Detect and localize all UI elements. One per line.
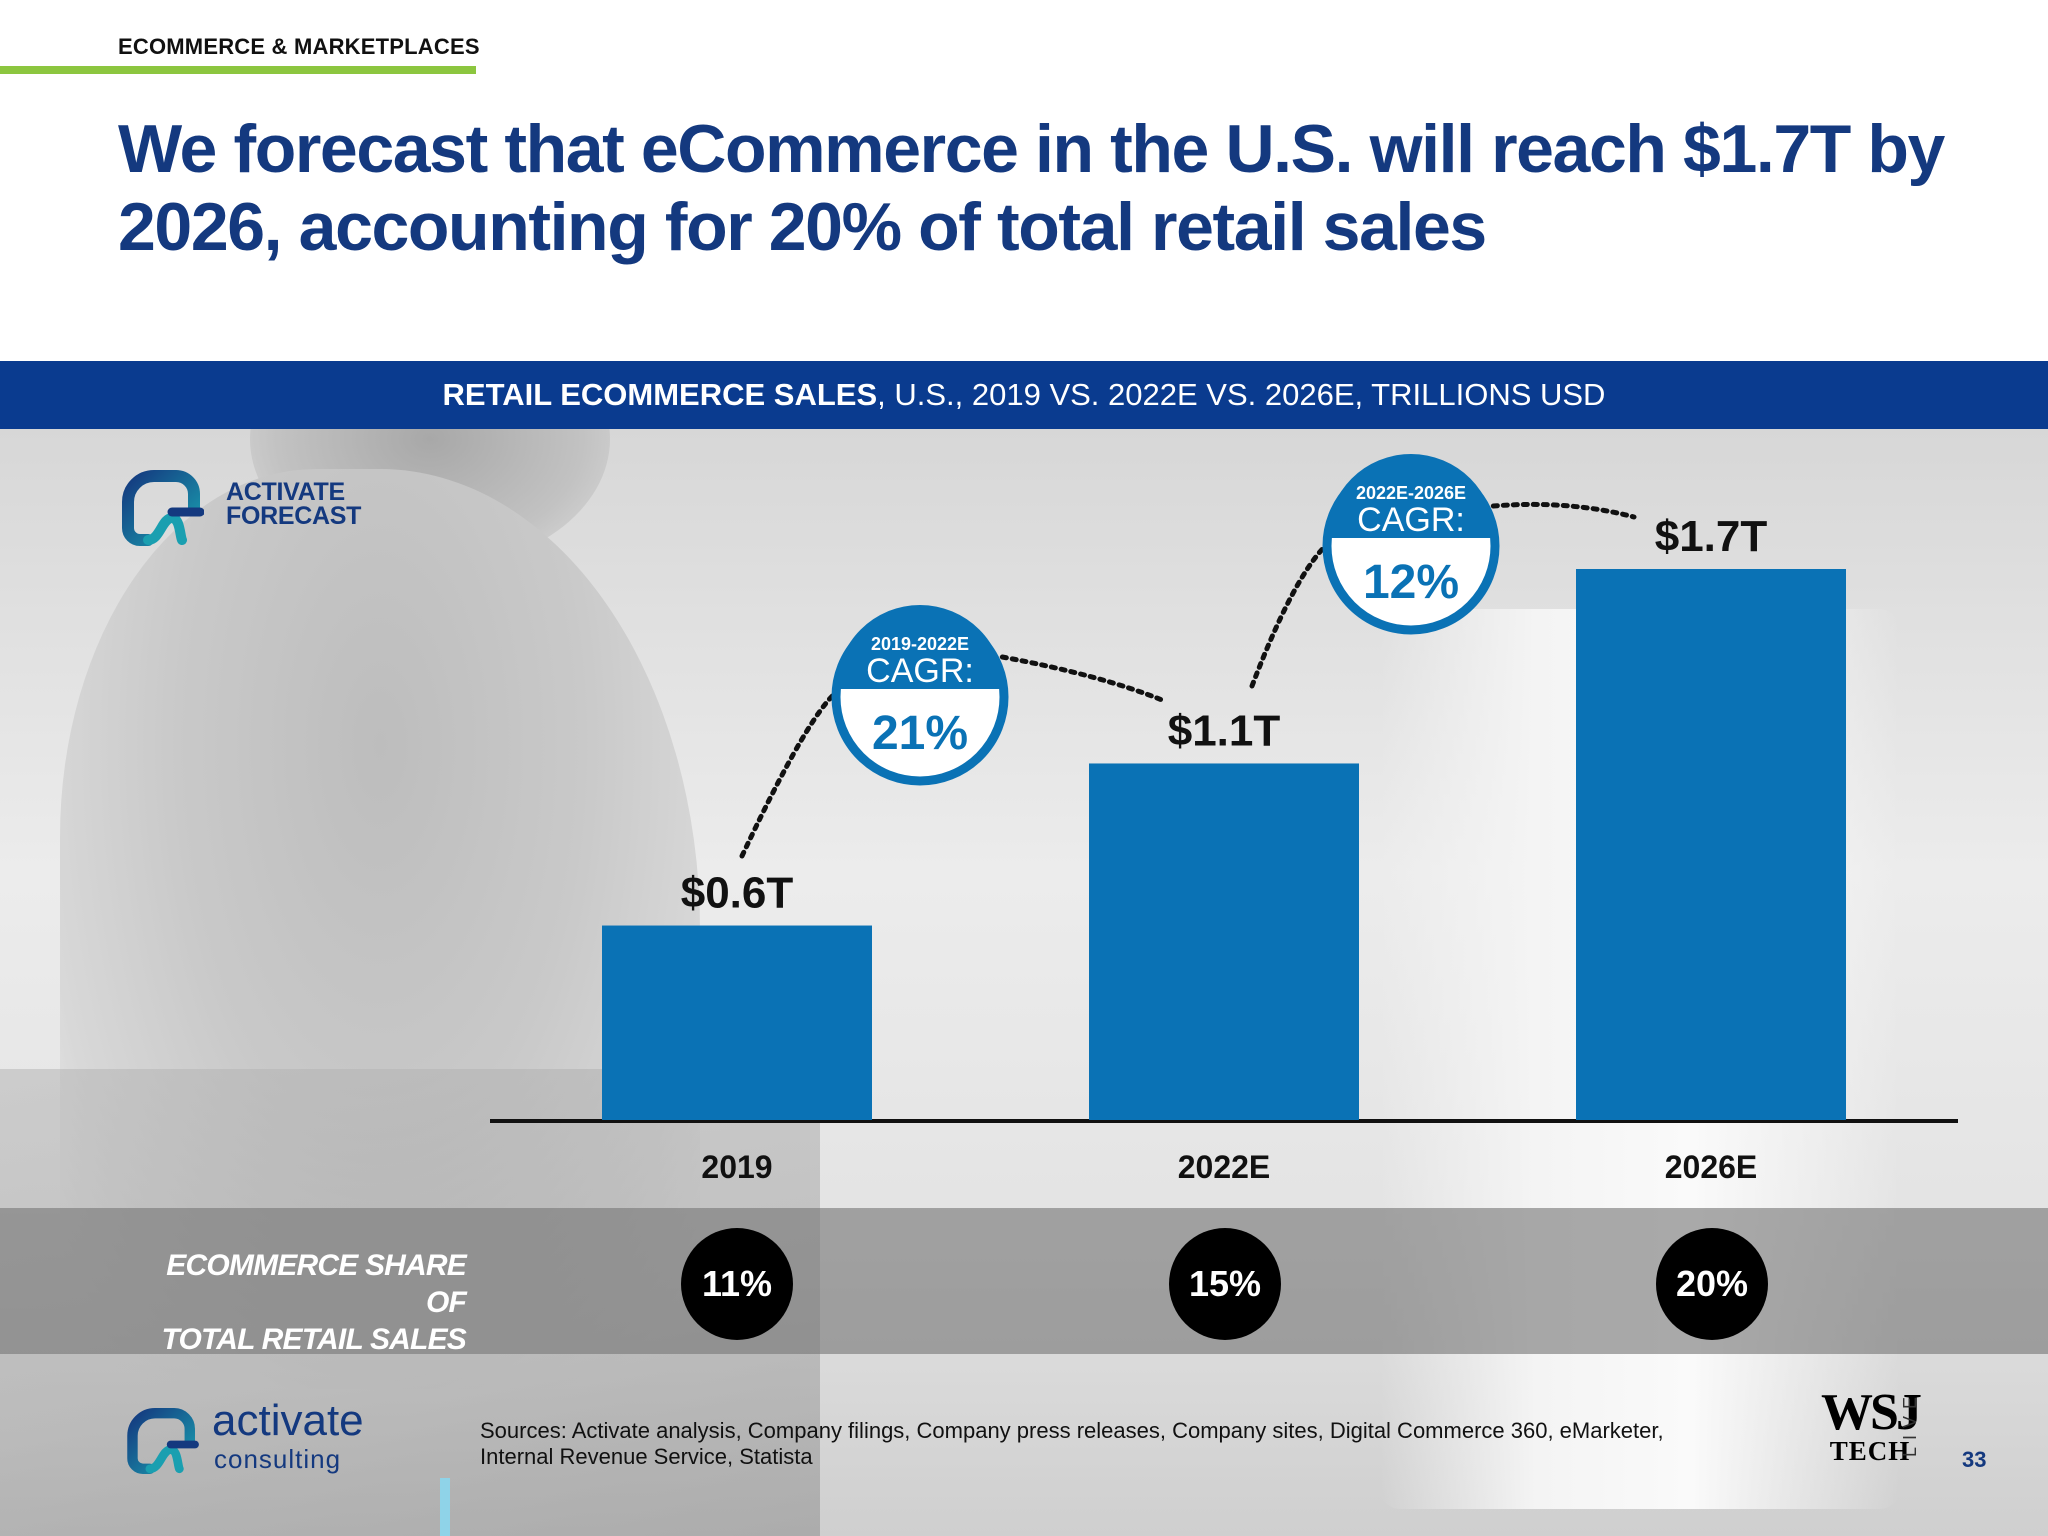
footer-accent-bar (440, 1478, 450, 1536)
x-tick-label: 2026E (1665, 1149, 1758, 1185)
cagr-badge-top (1327, 454, 1495, 538)
cagr-connector-out (999, 654, 1165, 703)
section-label: ECOMMERCE & MARKETPLACES (118, 34, 480, 59)
x-tick-label: 2022E (1178, 1149, 1271, 1185)
cagr-value-label: 12% (1363, 556, 1459, 609)
cagr-connector-in (739, 684, 849, 859)
share-label: ECOMMERCE SHARE OF TOTAL RETAIL SALES (120, 1247, 466, 1358)
sources-text: Sources: Activate analysis, Company fili… (480, 1418, 1750, 1470)
bar-value-label: $1.7T (1655, 512, 1768, 561)
sources-line1: Sources: Activate analysis, Company fili… (480, 1418, 1664, 1443)
cagr-title-label: CAGR: (1357, 501, 1465, 539)
cagr-period-label: 2019-2022E (871, 634, 969, 654)
footer-brand-name: activate (212, 1396, 364, 1445)
cagr-connector-out (1490, 501, 1637, 520)
x-tick-label: 2019 (701, 1149, 772, 1185)
activate-forecast-logo-icon (122, 470, 204, 546)
forecast-logo-line2: FORECAST (226, 502, 362, 530)
activate-consulting-logo-icon (127, 1408, 199, 1474)
bar-2022e (1089, 763, 1359, 1120)
cagr-badge-top (836, 605, 1004, 689)
share-circle-2022e: 15% (1169, 1228, 1281, 1340)
wsj-tech-text: TECH (1829, 1436, 1911, 1466)
wsj-live-text: LIVE (1900, 1390, 1920, 1458)
chart-header-bold: RETAIL ECOMMERCE SALES (442, 377, 878, 412)
share-label-line1: ECOMMERCE SHARE OF (166, 1249, 467, 1319)
chart-header-rest: , U.S., 2019 VS. 2022E VS. 2026E, TRILLI… (877, 377, 1606, 412)
cagr-period-label: 2022E-2026E (1356, 483, 1466, 503)
forecast-logo-line1: ACTIVATE (226, 478, 345, 506)
bar-value-label: $0.6T (681, 869, 794, 918)
bar-value-label: $1.1T (1168, 706, 1281, 755)
page-title: We forecast that eCommerce in the U.S. w… (118, 111, 1945, 265)
cagr-title-label: CAGR: (866, 652, 974, 690)
section-underline (0, 66, 476, 74)
share-circle-2019: 11% (681, 1228, 793, 1340)
chart-header-bar: RETAIL ECOMMERCE SALES, U.S., 2019 VS. 2… (0, 361, 2048, 429)
cagr-value-label: 21% (872, 707, 968, 760)
wsj-logo-text: WSJ (1821, 1384, 1922, 1441)
bar-2026e (1576, 569, 1846, 1120)
share-circle-2026e: 20% (1656, 1228, 1768, 1340)
sources-line2: Internal Revenue Service, Statista (480, 1444, 813, 1469)
bar-2019 (602, 925, 872, 1120)
footer-brand-sub: consulting (214, 1444, 342, 1474)
wsj-tech-live-logo: WSJ TECH (1810, 1384, 1930, 1466)
activate-forecast-label: ACTIVATE FORECAST (226, 478, 362, 530)
page-number: 33 (1962, 1447, 1987, 1472)
share-label-line2: TOTAL RETAIL SALES (161, 1323, 466, 1356)
